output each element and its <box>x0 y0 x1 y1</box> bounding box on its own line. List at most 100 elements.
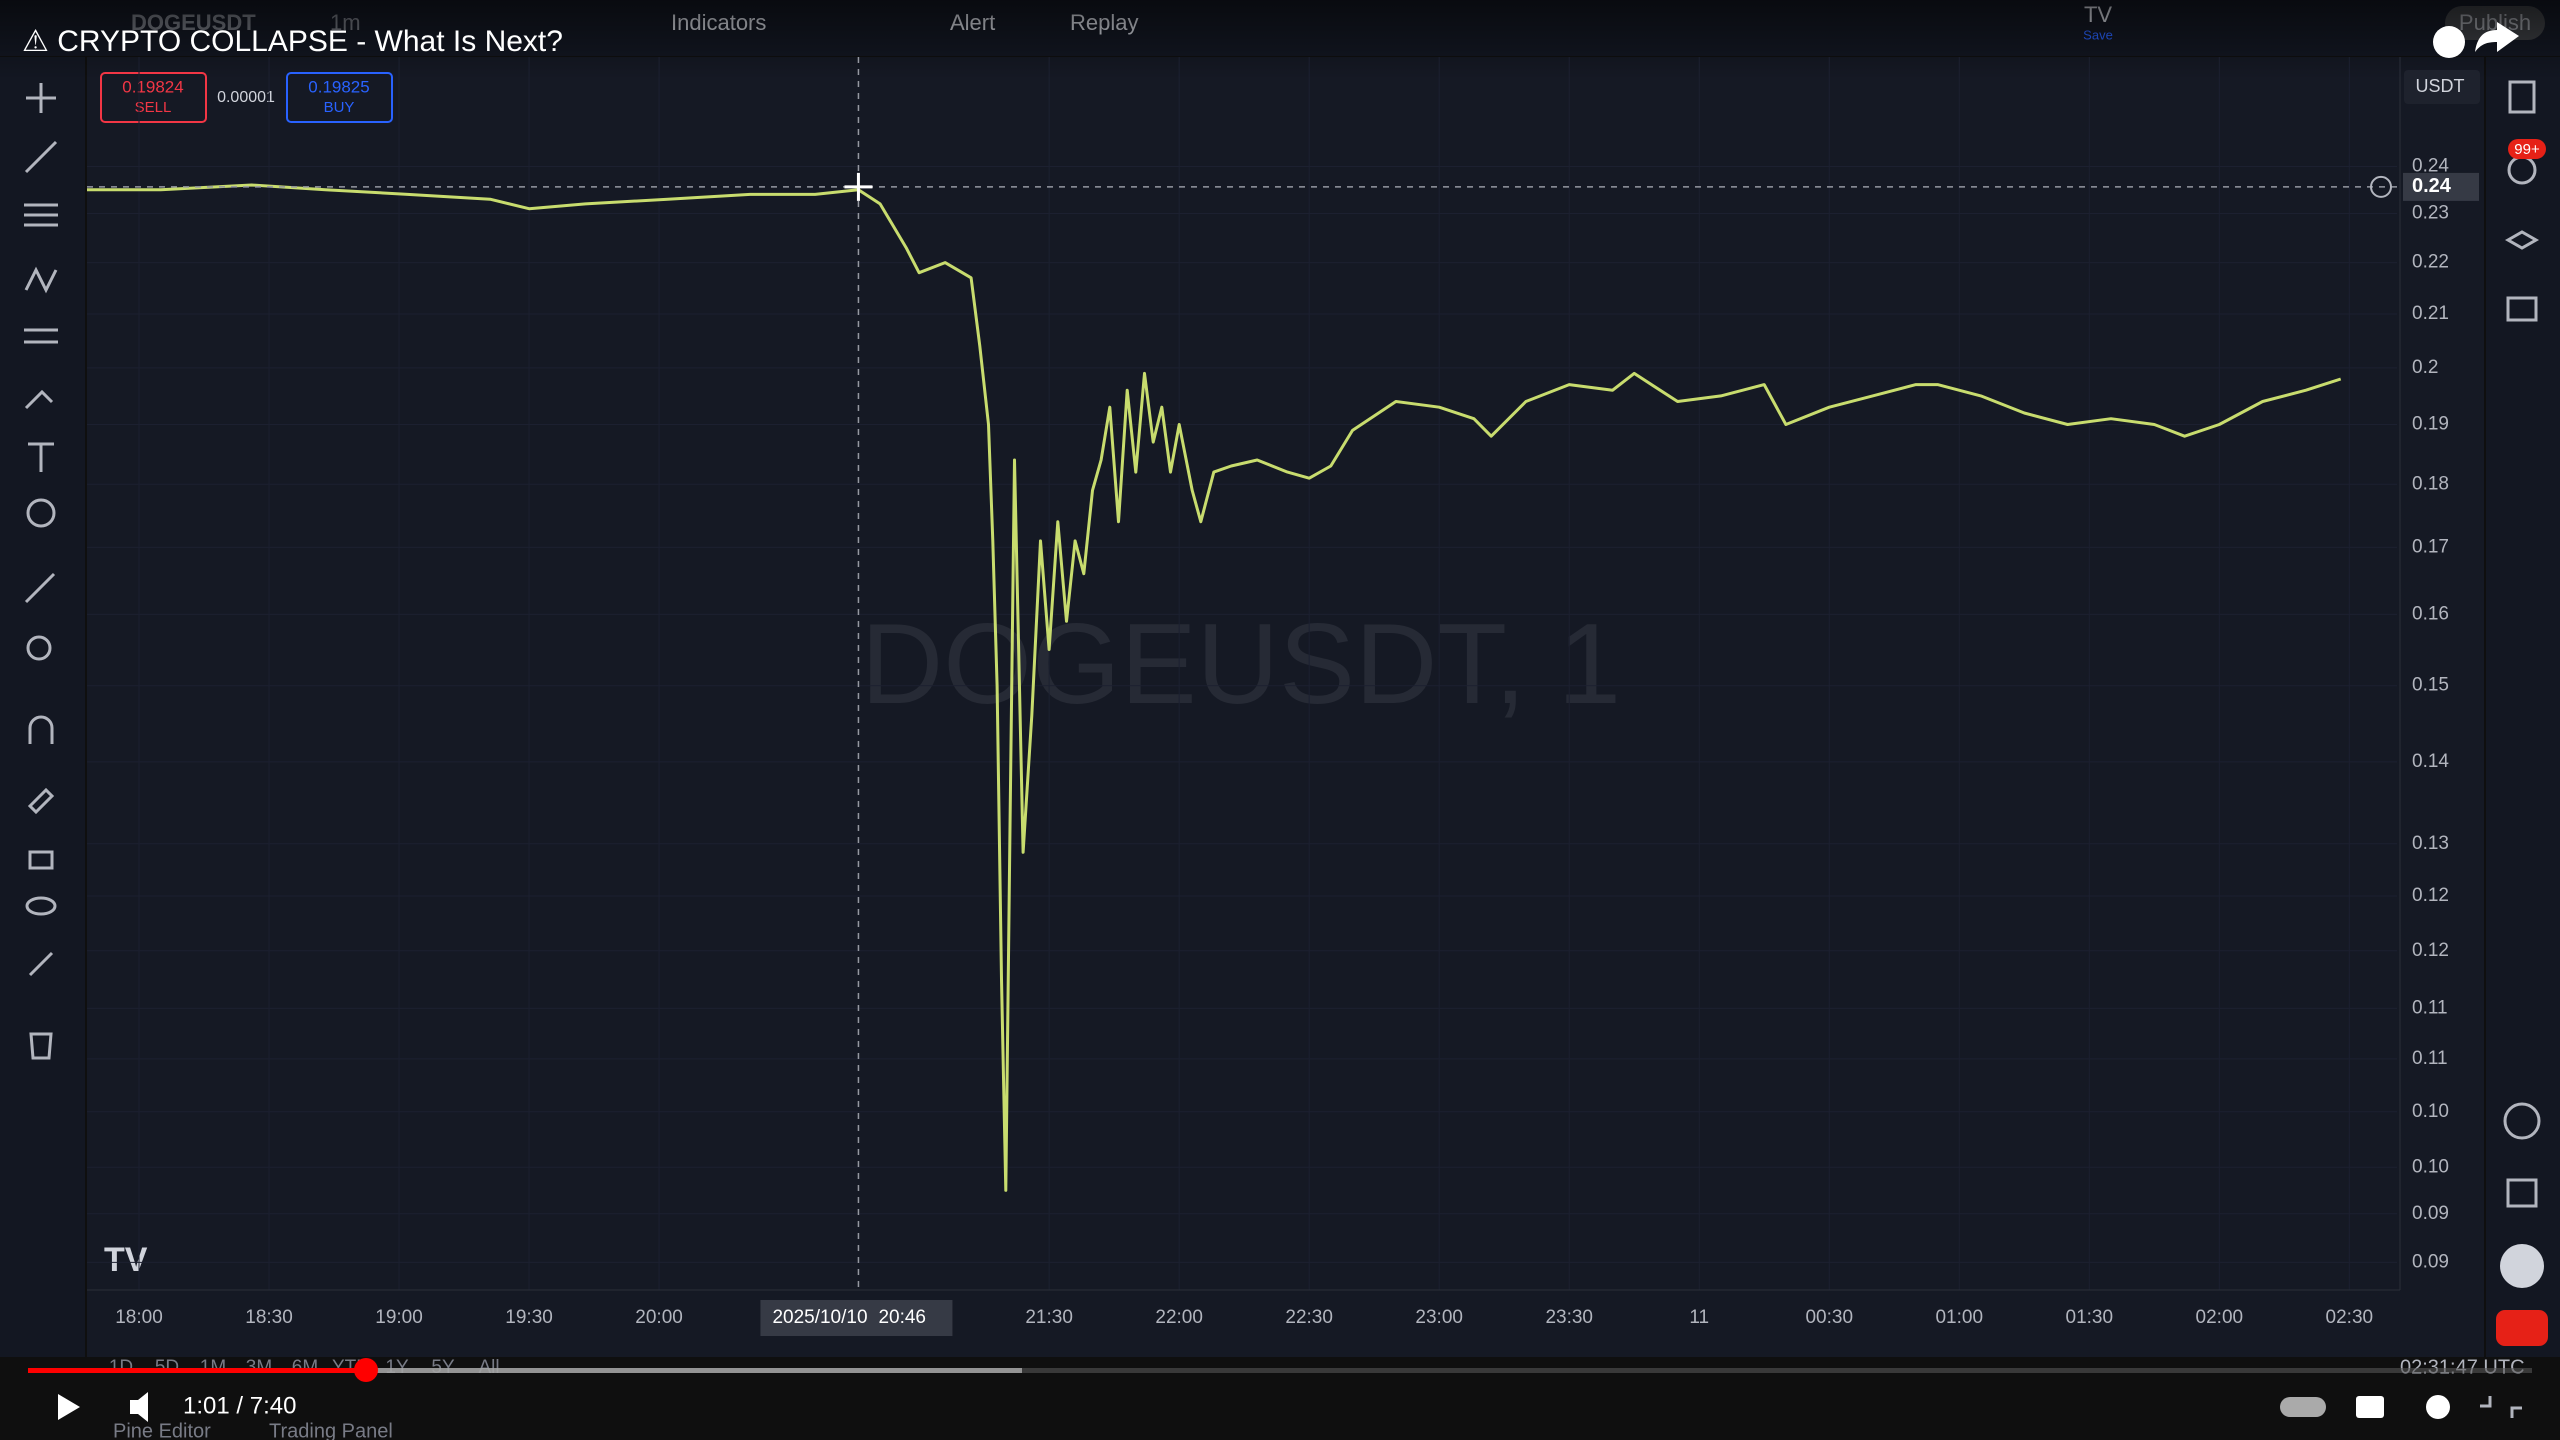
badge <box>2508 139 2546 159</box>
emoji-tool[interactable] <box>26 498 56 528</box>
delete-tool[interactable] <box>29 1032 53 1060</box>
x-tick-label: 20:00 <box>635 1307 683 1328</box>
progress-track[interactable] <box>28 1368 2532 1373</box>
spread: 0.00001 <box>217 89 275 106</box>
y-tick-label: 0.21 <box>2412 303 2449 324</box>
y-tick-label: 0.13 <box>2412 833 2449 854</box>
video-time: 1:01 / 7:40 <box>183 1392 296 1419</box>
video-title: ⚠ CRYPTO COLLAPSE - What Is Next? <box>22 25 563 58</box>
calendar-icon[interactable] <box>2506 1178 2538 1208</box>
left-toolbar <box>0 57 85 1357</box>
link-tool[interactable] <box>28 951 54 977</box>
y-tick-label: 0.12 <box>2412 885 2449 906</box>
x-tick-label: 01:00 <box>1935 1307 1983 1328</box>
ruler-tool[interactable] <box>24 572 56 604</box>
bottom-tab[interactable]: Trading Panel <box>269 1420 393 1440</box>
y-tick-label: 0.14 <box>2412 751 2449 772</box>
range-button[interactable]: 3M <box>246 1357 272 1378</box>
progress-buffer <box>28 1368 1022 1373</box>
chart-panel <box>87 57 2484 1357</box>
crosshair-time: 20:46 <box>878 1307 926 1328</box>
range-button[interactable]: 1D <box>109 1357 133 1378</box>
fullscreen-button[interactable] <box>2480 1396 2522 1418</box>
brush-tool[interactable] <box>24 389 54 410</box>
hide-tool[interactable] <box>25 896 57 916</box>
sell-button[interactable] <box>100 72 207 123</box>
range-button[interactable]: 6M <box>292 1357 318 1378</box>
x-tick-label: 02:00 <box>2196 1307 2244 1328</box>
x-tick-label: 22:30 <box>1285 1307 1333 1328</box>
progress-handle[interactable] <box>354 1358 378 1382</box>
settings-button[interactable] <box>2426 1395 2450 1419</box>
title-shade <box>0 0 2560 80</box>
y-tick-label: 0.24 <box>2412 155 2449 176</box>
y-tick-label: 0.11 <box>2412 1048 2448 1069</box>
sidebar-icons <box>2496 80 2548 1346</box>
crosshair-price-box <box>2403 172 2479 201</box>
x-tick-label: 23:00 <box>1415 1307 1463 1328</box>
share[interactable] <box>2475 22 2519 52</box>
buy-label: BUY <box>324 99 355 116</box>
y-tick-label: 0.18 <box>2412 473 2449 494</box>
y-tick-label: 0.17 <box>2412 536 2449 557</box>
zoom-tool[interactable] <box>26 635 52 661</box>
sell-label: SELL <box>135 99 172 116</box>
target-icon[interactable] <box>2503 1102 2541 1140</box>
watch-later[interactable] <box>2433 26 2465 58</box>
clock: 02:31:47 UTC <box>2400 1356 2525 1378</box>
range-button[interactable]: 1Y <box>385 1357 409 1378</box>
y-tick-label: 0.15 <box>2412 675 2449 696</box>
y-tick-label: 0.2 <box>2412 357 2438 378</box>
autoplay-toggle[interactable] <box>2280 1397 2326 1417</box>
y-tick-label: 0.10 <box>2412 1101 2449 1122</box>
currency-button[interactable] <box>2404 70 2480 104</box>
buy-price: 0.19825 <box>308 77 369 96</box>
crosshair-date: 2025/10/10 <box>772 1307 867 1328</box>
y-tick-label: 0.11 <box>2412 997 2448 1018</box>
trendline-tool[interactable] <box>24 140 58 174</box>
currency: USDT <box>2416 76 2465 96</box>
crosshair-time-box <box>760 1300 953 1336</box>
x-tick-label: 00:30 <box>1805 1307 1853 1328</box>
magnet-tool[interactable] <box>28 715 54 744</box>
buy-button[interactable] <box>286 72 393 123</box>
captions-button[interactable] <box>2356 1396 2384 1418</box>
cursor-tool[interactable] <box>26 83 56 113</box>
fib-tool[interactable] <box>24 203 58 227</box>
text-tool[interactable] <box>28 442 54 472</box>
lock-drawing-tool[interactable] <box>27 787 55 815</box>
x-tick-label: 01:30 <box>2066 1307 2114 1328</box>
add-alert-button[interactable] <box>2370 175 2392 198</box>
layers-icon[interactable] <box>2504 230 2540 250</box>
x-tick-label: 18:30 <box>245 1307 293 1328</box>
watchlist-icon[interactable] <box>2508 80 2536 114</box>
y-tick-label: 0.19 <box>2412 414 2449 435</box>
volume-button[interactable] <box>130 1392 148 1422</box>
crosshair-price: 0.24 <box>2412 175 2452 197</box>
range-button[interactable]: All <box>478 1357 499 1378</box>
y-tick-label: 0.23 <box>2412 202 2449 223</box>
forecast-tool[interactable] <box>24 328 58 344</box>
range-button[interactable]: 5D <box>155 1357 179 1378</box>
notification-count: 99+ <box>2514 141 2540 158</box>
lock-tool[interactable] <box>28 850 54 870</box>
pattern-tool[interactable] <box>24 266 58 294</box>
tool-icons <box>24 83 58 1060</box>
range-button[interactable]: 5Y <box>431 1357 455 1378</box>
youtube-icon[interactable] <box>2496 1310 2548 1346</box>
tv-logo: TV <box>104 1241 148 1279</box>
y-tick-label: 0.12 <box>2412 940 2449 961</box>
apps-icon[interactable] <box>2500 1244 2544 1288</box>
chat-icon[interactable] <box>2506 296 2538 322</box>
price-line <box>87 183 2342 1192</box>
range-button[interactable]: 1M <box>200 1357 226 1378</box>
x-tick-label: 11 <box>1689 1307 1709 1328</box>
progress-played <box>28 1368 366 1373</box>
play-button[interactable] <box>58 1394 80 1420</box>
x-tick-label: 02:30 <box>2326 1307 2374 1328</box>
bottom-tab[interactable]: Pine Editor <box>113 1420 211 1440</box>
y-tick-label: 0.09 <box>2412 1203 2449 1224</box>
sell-price: 0.19824 <box>122 77 183 96</box>
